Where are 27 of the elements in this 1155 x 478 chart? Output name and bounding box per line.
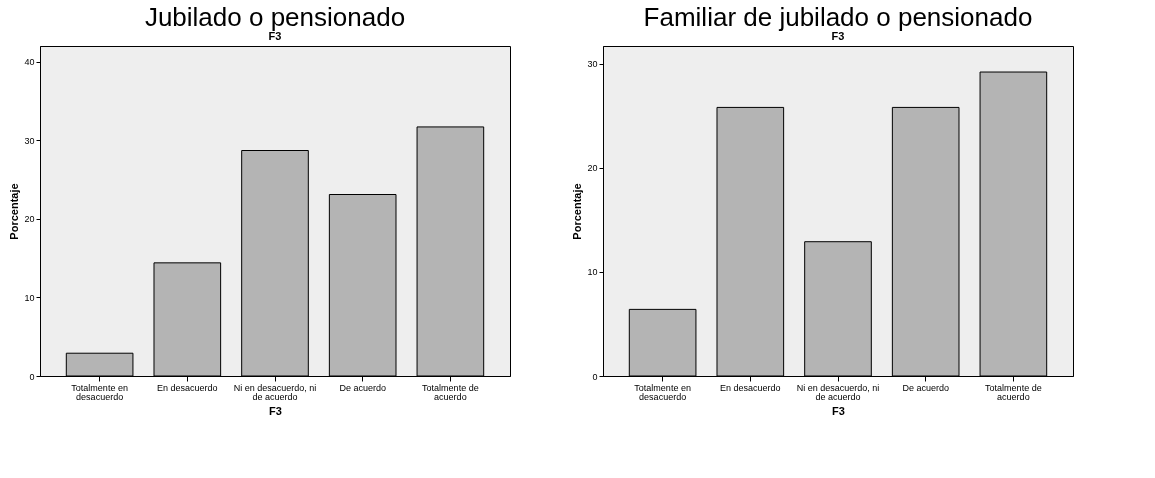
chart-title: Familiar de jubilado o pensionado bbox=[643, 2, 1033, 32]
y-tick-label: 10 bbox=[24, 292, 35, 303]
x-tick-label: Totalmente de acuerdo bbox=[985, 382, 1042, 402]
x-tick-label: De acuerdo bbox=[902, 382, 949, 393]
x-axis-title: F3 bbox=[269, 404, 282, 417]
y-tick-label: 20 bbox=[587, 163, 598, 174]
x-tick-label: Ni en desacuerdo, ni de acuerdo bbox=[233, 382, 317, 402]
y-tick-label: 30 bbox=[587, 59, 598, 70]
x-tick-label: Ni en desacuerdo, ni de acuerdo bbox=[796, 382, 880, 402]
y-tick-label: 0 bbox=[592, 371, 598, 382]
y-axis-title: Porcentaje bbox=[571, 183, 584, 240]
y-tick-label: 0 bbox=[29, 371, 35, 382]
chart-subtitle: F3 bbox=[268, 30, 282, 42]
x-axis-title: F3 bbox=[832, 404, 845, 417]
x-tick-label: Totalmente en desacuerdo bbox=[634, 382, 691, 402]
x-tick-label: En desacuerdo bbox=[157, 382, 218, 393]
y-tick-label: 20 bbox=[24, 214, 35, 225]
y-axis-title: Porcentaje bbox=[8, 183, 21, 240]
x-tick-label: En desacuerdo bbox=[720, 382, 781, 393]
y-tick-label: 10 bbox=[587, 267, 598, 278]
y-tick-label: 30 bbox=[24, 135, 35, 146]
chart-title: Jubilado o pensionado bbox=[144, 2, 406, 32]
x-tick-label: Totalmente de acuerdo bbox=[422, 382, 479, 402]
y-tick-label: 40 bbox=[24, 57, 35, 68]
chart-subtitle: F3 bbox=[831, 30, 845, 42]
x-tick-label: Totalmente en desacuerdo bbox=[71, 382, 128, 402]
x-tick-label: De acuerdo bbox=[339, 382, 386, 393]
